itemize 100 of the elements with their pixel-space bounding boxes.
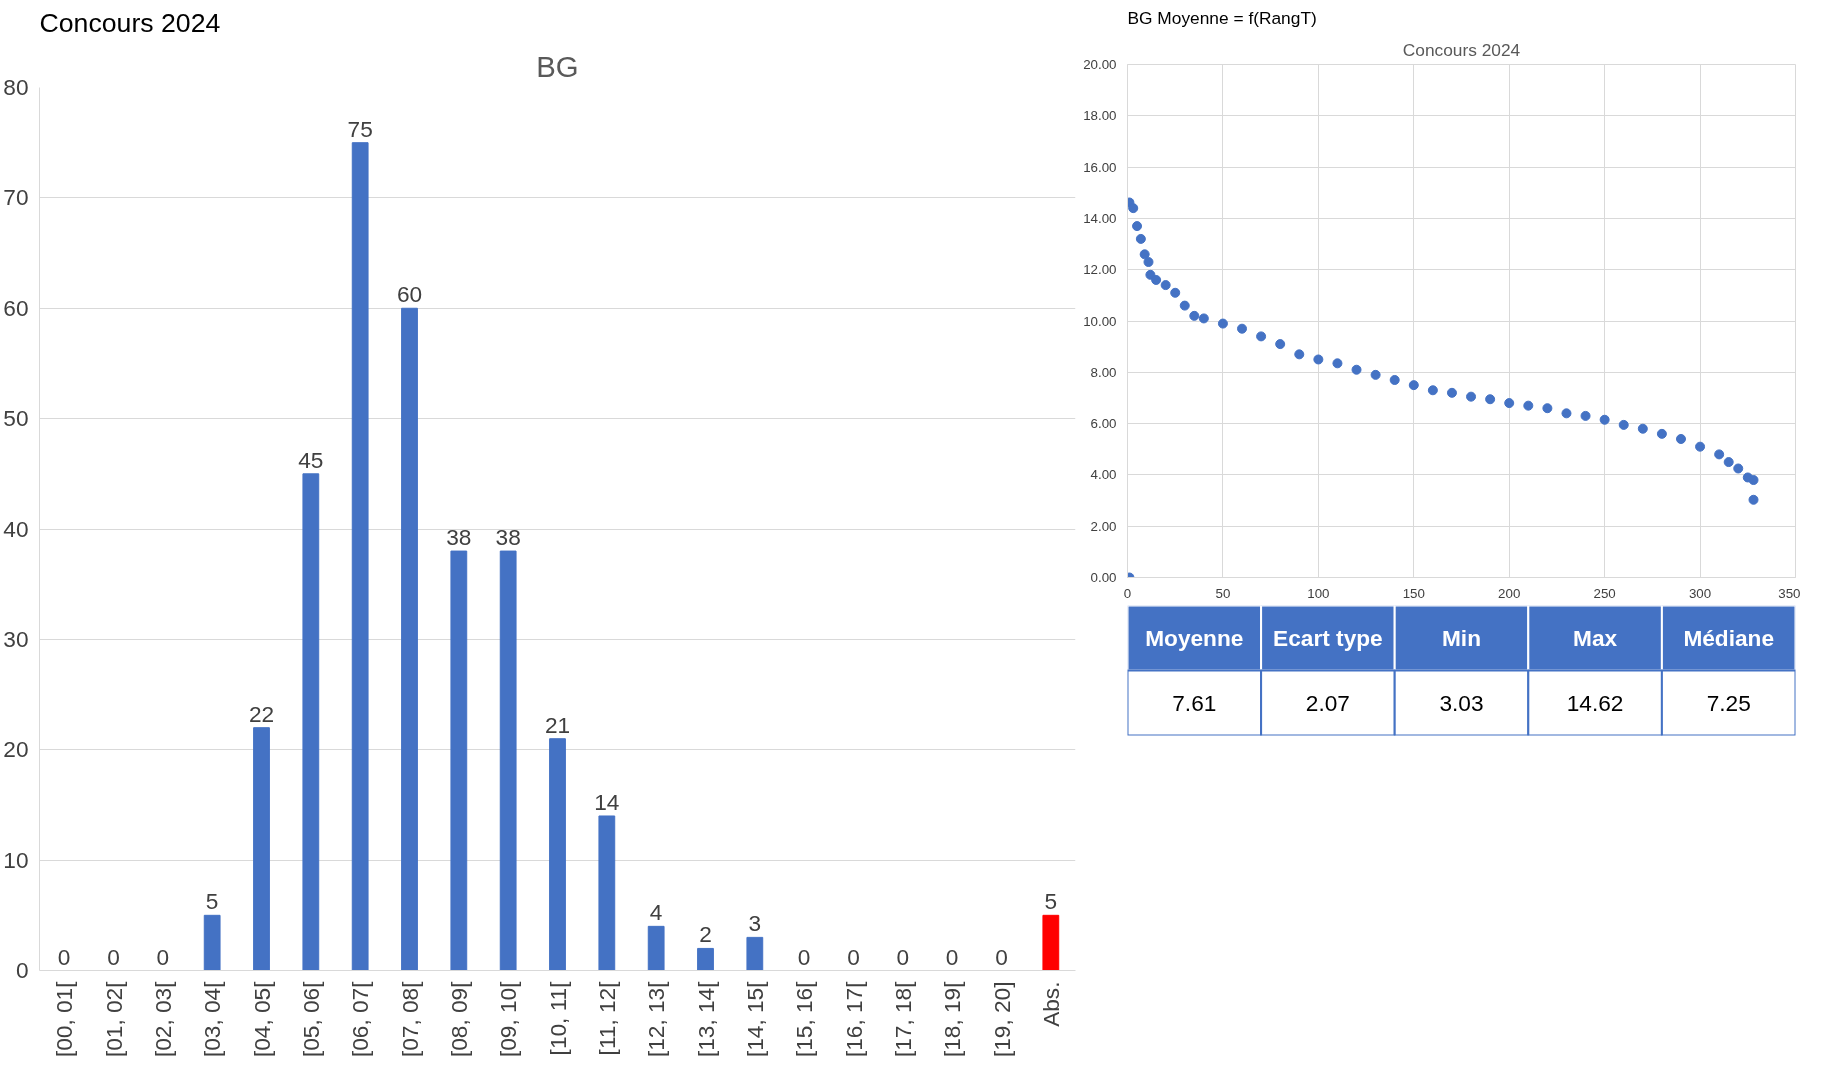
category-label: Médiane xyxy=(1683,625,1775,651)
point xyxy=(1748,494,1759,505)
x-tick-label: [04, 05[ xyxy=(248,980,275,1058)
point xyxy=(1351,364,1362,375)
data-label: 5 xyxy=(205,888,219,915)
data-label: 3 xyxy=(748,910,762,937)
point xyxy=(1332,358,1343,369)
y-tick-label: 80 xyxy=(3,74,29,100)
y-tick-label: 12.00 xyxy=(1083,262,1117,278)
point xyxy=(1748,475,1759,486)
point xyxy=(1427,385,1438,396)
x-tick-label: [15, 16[ xyxy=(791,980,818,1058)
text: 7.25 xyxy=(1706,689,1751,716)
y-tick-label: 20.00 xyxy=(1083,57,1117,72)
bar xyxy=(746,936,764,971)
bar xyxy=(697,947,714,971)
x-tick-label: [07, 08[ xyxy=(396,980,423,1058)
point xyxy=(1151,274,1162,285)
point xyxy=(1504,398,1515,409)
point xyxy=(1217,318,1228,329)
data-label: 0 xyxy=(945,943,959,970)
y-tick-label: 18.00 xyxy=(1083,108,1117,124)
point xyxy=(1170,287,1181,298)
chart-title: BG Moyenne = f(RangT) xyxy=(1127,7,1317,28)
x-tick-label: [06, 07[ xyxy=(347,980,374,1058)
bar xyxy=(598,815,616,971)
y-tick-label: 60 xyxy=(3,294,29,321)
category-label: Max xyxy=(1573,625,1618,651)
point xyxy=(1580,410,1591,421)
x-tick-label: 0 xyxy=(1123,585,1132,601)
x-tick-label: [14, 15[ xyxy=(741,980,768,1058)
x-tick-label: 100 xyxy=(1307,585,1330,601)
x-tick-label: [13, 14[ xyxy=(692,980,719,1058)
point xyxy=(1198,313,1209,324)
category-label: Moyenne xyxy=(1145,625,1244,651)
bar xyxy=(203,914,221,971)
x-tick-label: 150 xyxy=(1402,585,1425,601)
x-tick-label: [00, 01[ xyxy=(51,980,78,1058)
point xyxy=(1237,323,1248,334)
data-label: 21 xyxy=(544,711,571,738)
y-tick-label: 0 xyxy=(15,957,29,983)
x-tick-label: [17, 18[ xyxy=(889,980,916,1058)
point xyxy=(1695,441,1706,452)
point xyxy=(1466,391,1477,402)
point xyxy=(1179,300,1190,311)
x-tick-label: 350 xyxy=(1778,585,1801,601)
y-tick-label: 4.00 xyxy=(1090,467,1117,483)
point xyxy=(1561,408,1572,419)
bar xyxy=(549,738,566,971)
x-tick-label: [09, 10[ xyxy=(495,980,522,1058)
x-tick-label: [10, 11[ xyxy=(544,980,571,1056)
x-tick-label: 200 xyxy=(1498,585,1521,601)
point xyxy=(1139,249,1150,260)
data-label: 5 xyxy=(1044,888,1058,915)
y-tick-label: 50 xyxy=(3,405,29,432)
x-tick-label: [03, 04[ xyxy=(199,980,226,1058)
x-tick-label: [08, 09[ xyxy=(445,980,472,1058)
x-tick-label: Abs. xyxy=(1037,981,1064,1027)
point xyxy=(1132,221,1143,232)
point xyxy=(1446,387,1457,398)
point xyxy=(1618,419,1629,430)
chart-title: Concours 2024 xyxy=(39,7,221,38)
data-label: 0 xyxy=(107,943,120,970)
y-tick-label: 2.00 xyxy=(1090,518,1117,534)
data-label: 45 xyxy=(298,446,324,473)
y-tick-label: 70 xyxy=(3,184,29,211)
text: 2.07 xyxy=(1305,689,1350,716)
data-label: 14 xyxy=(594,788,620,815)
x-tick-label: [01, 02[ xyxy=(100,980,127,1058)
x-tick-label: 300 xyxy=(1688,585,1712,601)
y-tick-label: 8.00 xyxy=(1090,364,1117,380)
point xyxy=(1523,400,1534,411)
category-label: Ecart type xyxy=(1273,625,1383,651)
data-label: 0 xyxy=(57,943,71,970)
point xyxy=(1275,339,1286,350)
point xyxy=(1656,428,1667,439)
x-tick-label: [19, 20] xyxy=(988,981,1015,1058)
point xyxy=(1135,233,1146,244)
data-label: 0 xyxy=(797,943,811,970)
text: 14.62 xyxy=(1566,689,1624,716)
point xyxy=(1160,280,1171,291)
bar xyxy=(253,727,270,971)
point xyxy=(1408,380,1419,391)
point xyxy=(1637,423,1648,434)
data-label: 2 xyxy=(699,921,712,948)
point xyxy=(1313,354,1324,365)
point xyxy=(1542,403,1553,414)
x-tick-label: [16, 17[ xyxy=(840,980,867,1058)
bar xyxy=(302,473,320,971)
x-tick-label: [11, 12[ xyxy=(593,980,620,1056)
data-label: 22 xyxy=(248,700,275,727)
point xyxy=(1714,449,1725,460)
bar xyxy=(450,550,468,971)
chart-subtitle: BG xyxy=(536,49,579,83)
point xyxy=(1485,394,1496,405)
y-tick-label: 14.00 xyxy=(1083,210,1117,226)
point xyxy=(1723,457,1734,468)
y-tick-label: 6.00 xyxy=(1090,416,1117,432)
x-tick-label: 50 xyxy=(1215,585,1231,601)
data-label: 0 xyxy=(847,943,860,970)
